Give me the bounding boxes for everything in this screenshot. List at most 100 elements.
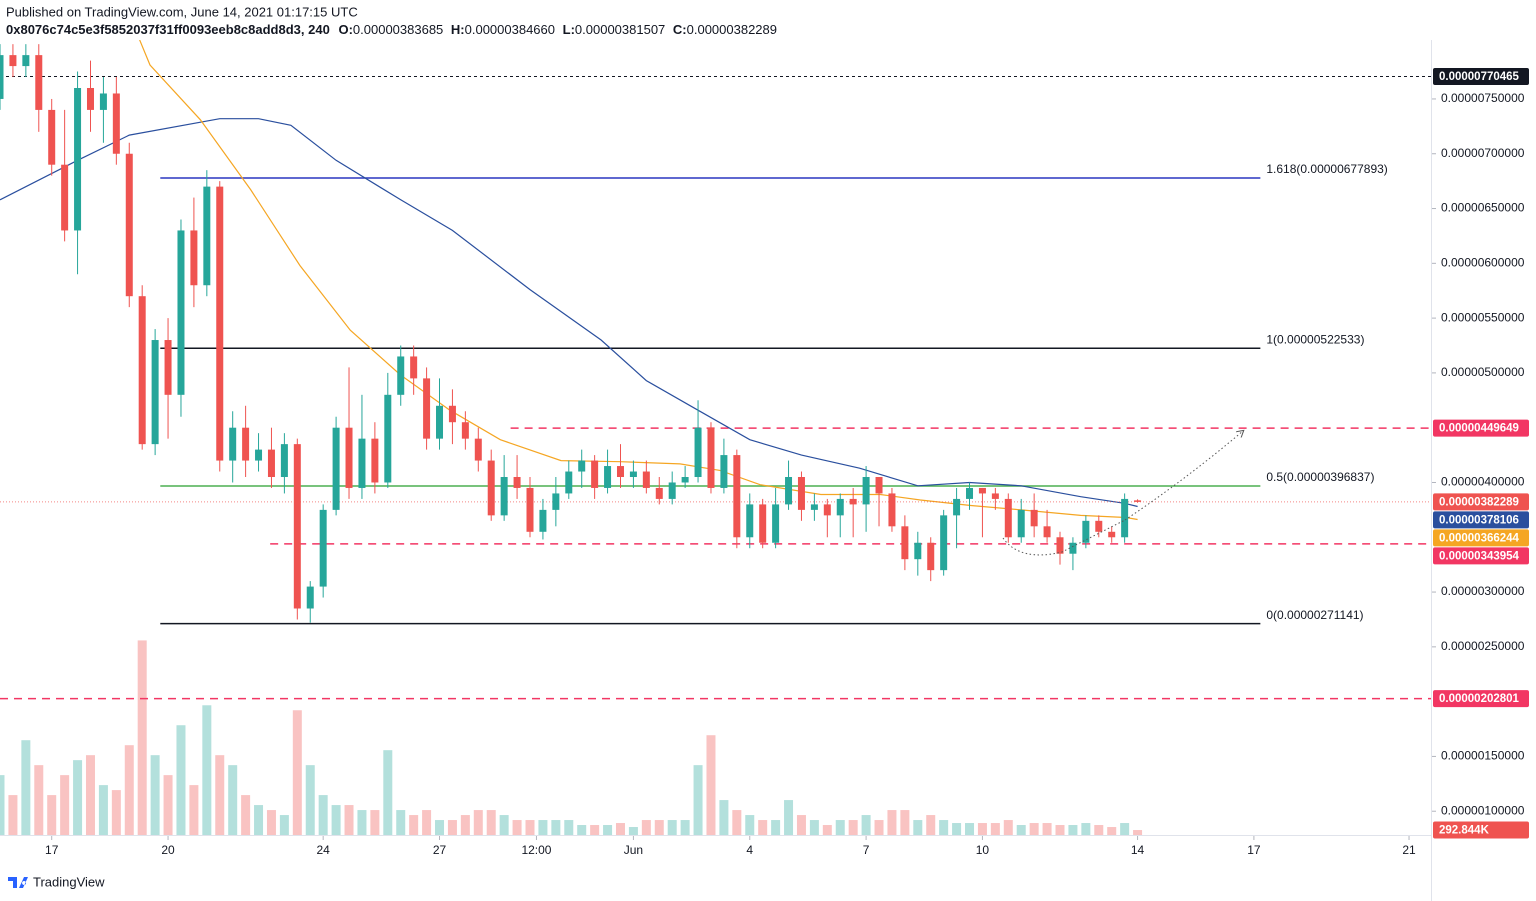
y-tick-label: 0.00000700000 (1441, 146, 1525, 160)
candle-body (759, 504, 767, 543)
volume-bar (305, 765, 315, 835)
ohlc-value: 0.00000384660 (465, 22, 555, 37)
candle-body (953, 498, 961, 516)
volume-bar (1133, 830, 1143, 835)
brand-name: TradingView (33, 874, 105, 889)
y-tick-label: 0.00000150000 (1441, 749, 1525, 763)
volume-bar (900, 810, 910, 835)
candle-body (616, 466, 624, 478)
candle-body (539, 509, 547, 532)
candle-body (410, 356, 418, 379)
candle-body (267, 449, 275, 478)
volume-bar (796, 815, 806, 835)
logo-mark (8, 877, 28, 888)
volume-bar (163, 775, 173, 835)
candle-body (61, 164, 69, 231)
price-tag (1433, 68, 1529, 86)
candle-body (668, 482, 676, 499)
volume-bar (228, 765, 238, 835)
candle-body (578, 460, 586, 472)
candle-body (280, 444, 288, 478)
x-tick-label: 12:00 (521, 843, 551, 857)
price-tag (1433, 493, 1529, 511)
volume-bar (706, 735, 716, 835)
y-tick-label: 0.00000300000 (1441, 584, 1525, 598)
fib-label: 0.5(0.00000396837) (1266, 470, 1374, 484)
candle-body (138, 296, 146, 445)
candle-body (487, 460, 495, 516)
volume-bar (73, 760, 83, 835)
volume-bar (680, 820, 690, 835)
volume-bar (577, 825, 587, 835)
candle-body (48, 109, 56, 165)
candle-body (552, 493, 560, 510)
candle-body (772, 504, 780, 543)
volume-bar (460, 815, 470, 835)
y-tick-label: 0.00000650000 (1441, 201, 1525, 215)
volume-bar (745, 815, 755, 835)
candle-body (978, 487, 986, 494)
volume-bar (848, 820, 858, 835)
volume-bar (60, 775, 70, 835)
candle-body (1121, 498, 1129, 538)
ohlc-key: O: (338, 22, 352, 37)
volume-bar (396, 810, 406, 835)
candle-body (681, 477, 689, 483)
volume-bar (98, 785, 108, 835)
volume-bar (693, 765, 703, 835)
volume-bar (279, 815, 289, 835)
price-tag (1433, 511, 1529, 529)
candle-body (629, 471, 637, 478)
price-tag-label: 0.00000382289 (1439, 496, 1519, 508)
candle-body (306, 586, 314, 609)
volume-bar (344, 805, 354, 835)
volume-bar (641, 820, 651, 835)
volume-bar (990, 823, 1000, 835)
candle-body (99, 93, 107, 110)
x-tick-label: 7 (863, 843, 870, 857)
volume-bar (85, 755, 95, 835)
moving-average (139, 40, 1138, 521)
candle-body (242, 427, 250, 461)
fib-label: 1.618(0.00000677893) (1266, 162, 1387, 176)
candle-body (293, 444, 301, 609)
candle-body (125, 153, 133, 297)
candle-body (371, 438, 379, 483)
candle-body (0, 55, 4, 99)
ohlc-value: 0.00000382289 (687, 22, 777, 37)
candle-body (862, 477, 870, 505)
candle-body (642, 471, 650, 488)
volume-bar (1042, 823, 1052, 835)
volume-bar (47, 795, 57, 835)
brand-logo: TradingView (8, 874, 105, 889)
price-tag (1433, 529, 1529, 547)
price-tag-label: 292.844K (1439, 825, 1490, 837)
x-tick-label: 21 (1402, 843, 1416, 857)
projection-curve (1002, 519, 1126, 556)
volume-bar (1081, 823, 1091, 835)
candle-body (746, 504, 754, 538)
candle-body (500, 477, 508, 516)
candle-body (1004, 498, 1012, 538)
candle-body (914, 542, 922, 560)
volume-bar (111, 790, 121, 835)
y-tick-label: 0.00000250000 (1441, 639, 1525, 653)
volume-bar (887, 810, 897, 835)
candle-body (797, 477, 805, 510)
candle-body (423, 378, 431, 439)
plot-area (0, 40, 1431, 835)
y-tick-label: 0.00000750000 (1441, 91, 1525, 105)
price-tag (1433, 547, 1529, 565)
volume-bar (435, 820, 445, 835)
volume-bar (254, 805, 264, 835)
symbol: 0x8076c74c5e3f5852037f31ff0093eeb8c8add8… (6, 22, 330, 37)
candle-body (384, 394, 392, 483)
volume-bar (615, 823, 625, 835)
volume-bar (538, 820, 548, 835)
volume-bar (771, 820, 781, 835)
volume-bar (719, 800, 729, 835)
volume-bar (176, 725, 186, 835)
volume-bar (21, 740, 31, 835)
